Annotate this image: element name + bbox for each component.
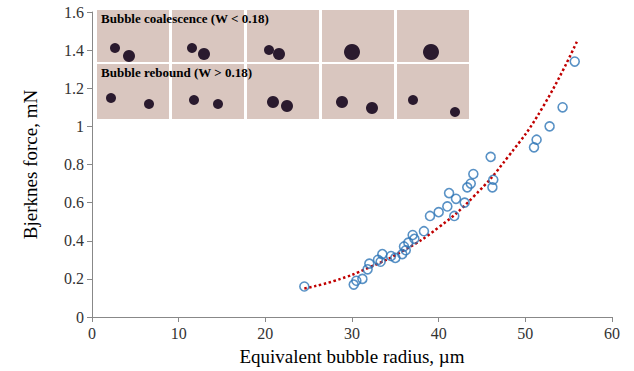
svg-text:0.2: 0.2: [64, 270, 84, 287]
svg-text:20: 20: [257, 325, 273, 342]
svg-text:60: 60: [604, 325, 620, 342]
svg-text:50: 50: [517, 325, 533, 342]
svg-text:40: 40: [431, 325, 447, 342]
svg-text:0.6: 0.6: [64, 194, 84, 211]
svg-text:30: 30: [344, 325, 360, 342]
svg-text:1.6: 1.6: [64, 4, 84, 21]
svg-text:1: 1: [76, 118, 84, 135]
svg-text:1.2: 1.2: [64, 80, 84, 97]
svg-text:Equivalent bubble radius, µm: Equivalent bubble radius, µm: [239, 346, 464, 367]
svg-text:Bubble rebound (W > 0.18): Bubble rebound (W > 0.18): [101, 65, 252, 80]
svg-text:Bubble coalescence (W < 0.18): Bubble coalescence (W < 0.18): [101, 11, 269, 26]
svg-text:10: 10: [171, 325, 187, 342]
svg-text:Bjerknes force, mN: Bjerknes force, mN: [20, 90, 41, 240]
svg-text:0: 0: [88, 325, 96, 342]
svg-text:0: 0: [76, 309, 84, 326]
svg-text:1.4: 1.4: [64, 42, 84, 59]
svg-text:0.8: 0.8: [64, 156, 84, 173]
svg-text:0.4: 0.4: [64, 232, 84, 249]
